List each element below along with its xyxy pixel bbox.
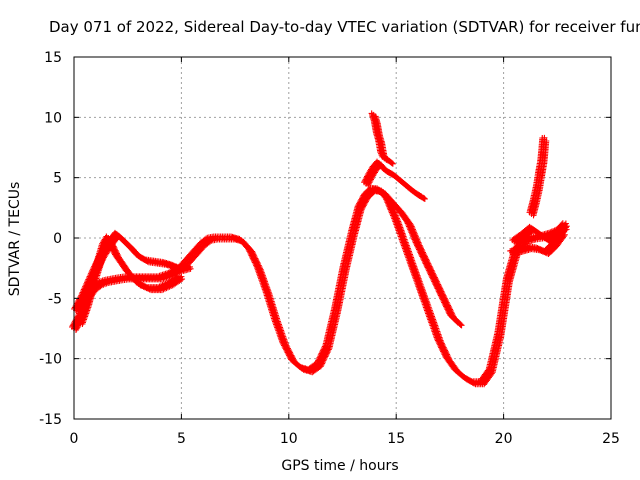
data-point: [283, 348, 290, 355]
data-point: [362, 199, 369, 206]
data-point: [319, 359, 326, 366]
data-point: [251, 259, 258, 266]
data-point: [361, 200, 368, 207]
data-point: [280, 342, 287, 349]
data-point: [434, 337, 441, 344]
x-axis-label: GPS time / hours: [281, 458, 398, 474]
data-point: [245, 245, 252, 252]
data-point: [245, 246, 252, 253]
y-tick-label: -10: [39, 352, 62, 368]
data-point: [283, 346, 290, 353]
data-point: [252, 260, 259, 267]
data-point: [440, 349, 447, 356]
data-point: [247, 251, 254, 258]
data-point: [248, 252, 255, 259]
data-point: [286, 353, 293, 360]
data-point: [359, 204, 366, 211]
data-point: [358, 206, 365, 213]
y-tick-label: -15: [39, 412, 62, 428]
data-point: [323, 350, 330, 357]
data-point: [321, 356, 328, 363]
data-point: [362, 198, 369, 205]
data-point: [282, 345, 289, 352]
data-point: [280, 341, 287, 348]
data-point: [285, 352, 292, 359]
data-point: [324, 349, 331, 356]
data-point: [435, 338, 442, 345]
data-point: [322, 353, 329, 360]
data-point: [360, 203, 367, 210]
data-point: [74, 324, 81, 331]
data-point: [251, 258, 258, 265]
data-point: [323, 352, 330, 359]
x-tick-label: 0: [70, 431, 79, 447]
data-series: [69, 110, 570, 388]
data-point: [318, 361, 325, 368]
data-point: [363, 196, 370, 203]
x-tick-label: 20: [495, 431, 513, 447]
data-point: [360, 202, 367, 209]
y-tick-label: -5: [48, 291, 62, 307]
data-point: [246, 248, 253, 255]
y-tick-label: 10: [44, 110, 62, 126]
data-point: [250, 256, 257, 263]
data-point: [436, 341, 443, 348]
x-tick-label: 15: [387, 431, 405, 447]
data-point: [321, 354, 328, 361]
data-point: [249, 253, 256, 260]
data-point: [439, 347, 446, 354]
data-point: [467, 377, 474, 384]
data-point: [317, 363, 324, 370]
x-tick-label: 10: [280, 431, 298, 447]
data-point: [247, 249, 254, 256]
x-tick-label: 5: [177, 431, 186, 447]
data-point: [436, 340, 443, 347]
data-point: [249, 255, 256, 262]
data-point: [284, 349, 291, 356]
data-point: [434, 336, 441, 343]
data-point: [488, 370, 495, 377]
data-point: [437, 343, 444, 350]
y-axis-label: SDTVAR / TECUs: [7, 182, 23, 297]
data-point: [295, 362, 302, 369]
chart-title: Day 071 of 2022, Sidereal Day-to-day VTE…: [49, 18, 640, 36]
data-point: [438, 344, 445, 351]
data-point: [441, 351, 448, 358]
y-tick-label: 5: [53, 171, 62, 187]
data-point: [253, 262, 260, 269]
x-tick-label: 25: [602, 431, 620, 447]
data-point: [325, 347, 332, 354]
data-point: [279, 339, 286, 346]
y-tick-label: 15: [44, 50, 62, 66]
data-point: [438, 345, 445, 352]
data-point: [440, 348, 447, 355]
data-point: [281, 343, 288, 350]
y-tick-label: 0: [53, 231, 62, 247]
data-point: [285, 350, 292, 357]
data-point: [73, 325, 80, 332]
data-point: [325, 346, 332, 353]
grid: [74, 57, 611, 419]
data-point: [75, 322, 82, 329]
data-point: [319, 360, 326, 367]
data-point: [320, 357, 327, 364]
